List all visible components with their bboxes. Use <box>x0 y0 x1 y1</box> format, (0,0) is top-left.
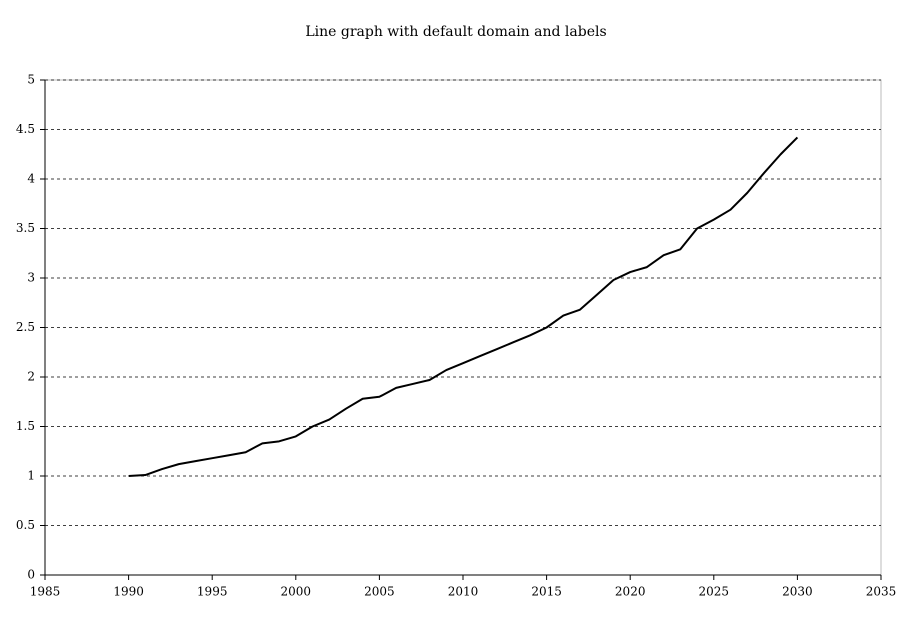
x-tick-label: 2010 <box>448 585 479 599</box>
y-tick-label: 4.5 <box>16 122 35 136</box>
y-tick-label: 3 <box>27 271 35 285</box>
y-tick-label: 0.5 <box>16 518 35 532</box>
y-tick-label: 1.5 <box>16 419 35 433</box>
x-tick-label: 1985 <box>30 585 61 599</box>
x-tick-label: 2000 <box>281 585 312 599</box>
y-tick-label: 4 <box>27 172 35 186</box>
y-tick-label: 2.5 <box>16 320 35 334</box>
y-tick-label: 0 <box>27 568 35 582</box>
y-tick-label: 3.5 <box>16 221 35 235</box>
data-line <box>128 136 799 477</box>
x-tick-label: 2005 <box>364 585 395 599</box>
chart-title: Line graph with default domain and label… <box>305 24 606 40</box>
x-tick-label: 1990 <box>113 585 144 599</box>
y-tick-label: 2 <box>27 370 35 384</box>
x-tick-label: 2020 <box>615 585 646 599</box>
y-tick-label: 5 <box>27 73 35 87</box>
x-tick-label: 2015 <box>531 585 562 599</box>
x-tick-label: 2025 <box>699 585 730 599</box>
y-tick-label: 1 <box>27 469 35 483</box>
x-tick-label: 1995 <box>197 585 228 599</box>
x-tick-label: 2035 <box>866 585 897 599</box>
x-tick-label: 2030 <box>782 585 813 599</box>
